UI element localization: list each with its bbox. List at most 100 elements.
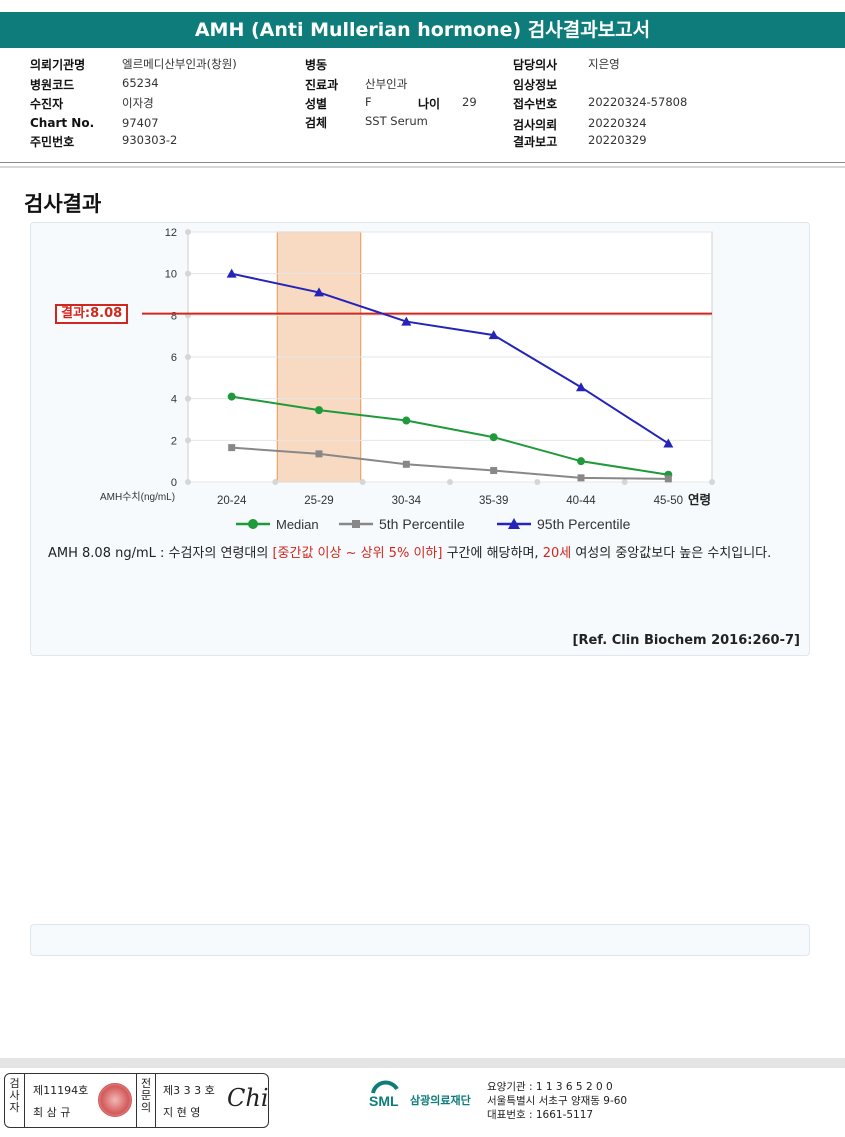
legend-marker bbox=[508, 518, 520, 529]
x-tick-dot bbox=[447, 479, 453, 485]
x-tick-dot bbox=[709, 479, 715, 485]
sex-label: 성별 bbox=[305, 97, 328, 111]
hospital-label: 의뢰기관명 bbox=[30, 58, 86, 72]
y-tick-dot bbox=[185, 479, 191, 485]
chart-no-value: 97407 bbox=[122, 116, 159, 130]
series-line bbox=[231, 446, 669, 480]
doctor-label: 담당의사 bbox=[513, 58, 558, 72]
data-point bbox=[490, 467, 498, 475]
x-tick-dot bbox=[621, 479, 628, 485]
data-point bbox=[402, 416, 411, 425]
data-point bbox=[576, 382, 586, 392]
y-tick-label: 2 bbox=[171, 435, 177, 447]
empty-panel bbox=[30, 924, 810, 956]
specimen-value: SST Serum bbox=[365, 114, 428, 128]
legend-label: Median bbox=[276, 517, 319, 532]
x-tick-label: 40-44 bbox=[566, 495, 596, 507]
org-address: 서울특별시 서초구 양재동 9-60 bbox=[487, 1095, 628, 1107]
examiner-license: 제11194호 bbox=[33, 1084, 89, 1097]
request-value: 20220324 bbox=[588, 116, 647, 130]
y-tick-label: 8 bbox=[171, 310, 177, 322]
sml-logo-icon: SML bbox=[369, 1080, 399, 1109]
report-date-value: 20220329 bbox=[588, 133, 647, 147]
signature: Chi bbox=[227, 1084, 269, 1112]
x-tick-dot bbox=[359, 479, 366, 485]
y-tick-label: 6 bbox=[171, 352, 177, 364]
dept-value: 산부인과 bbox=[365, 77, 408, 91]
data-point bbox=[489, 433, 498, 442]
official-seal-icon bbox=[98, 1083, 132, 1117]
legend-label: 95th Percentile bbox=[537, 516, 631, 532]
y-tick-label: 4 bbox=[171, 394, 177, 406]
y-tick-dot bbox=[185, 229, 191, 235]
data-point bbox=[315, 450, 323, 458]
series-line bbox=[231, 272, 669, 445]
report-title: AMH (Anti Mullerian hormone) 검사결과보고서 bbox=[0, 12, 845, 48]
y-tick-dot bbox=[185, 354, 191, 360]
y-axis-label: AMH수치(ng/mL) bbox=[100, 491, 175, 503]
data-point bbox=[402, 460, 410, 468]
signature-box: 검사자 제11194호 최 삼 규 전문의 제3 3 3 호 지 현 영 Chi bbox=[4, 1073, 269, 1128]
org-name: 삼광의료재단 bbox=[410, 1094, 471, 1107]
result-badge: 결과:8.08 bbox=[55, 304, 129, 324]
org-info: 요양기관 : 1 1 3 6 5 2 0 0 서울특별시 서초구 양재동 9-6… bbox=[487, 1080, 627, 1122]
divider bbox=[0, 166, 845, 168]
sex-value: F bbox=[365, 95, 372, 109]
y-tick-label: 10 bbox=[165, 269, 177, 281]
age-value: 29 bbox=[462, 95, 477, 109]
amh-chart: 0 2 4 6 8 10 12 20-24 25-29 30-34 35-39 40-44 45-50 A… bbox=[100, 227, 715, 532]
x-tick-label: 20-24 bbox=[217, 495, 247, 507]
age-label: 나이 bbox=[418, 97, 441, 111]
y-tick-dot bbox=[185, 395, 191, 402]
code-label: 병원코드 bbox=[30, 78, 75, 92]
x-axis-label: 연령 bbox=[688, 492, 711, 507]
data-point bbox=[227, 392, 236, 401]
legend-marker bbox=[352, 520, 360, 528]
data-point bbox=[663, 438, 674, 448]
comment-text: 구간에 해당하며, bbox=[442, 546, 543, 561]
specialist-name: 지 현 영 bbox=[163, 1106, 201, 1119]
data-point bbox=[577, 457, 585, 466]
idnum-value: 930303-2 bbox=[122, 133, 178, 147]
data-point bbox=[314, 287, 324, 297]
clinical-label: 임상정보 bbox=[513, 78, 558, 92]
x-tick-label: 35-39 bbox=[479, 495, 508, 507]
logo-text: SML bbox=[369, 1093, 399, 1109]
reference-citation: [Ref. Clin Biochem 2016:260-7] bbox=[572, 633, 800, 648]
comment-text: 여성의 중앙값보다 높은 수치입니다. bbox=[571, 546, 772, 561]
x-tick-label: 45-50 bbox=[654, 495, 683, 507]
result-comment: AMH 8.08 ng/mL : 수검자의 연령대의 [중간값 이상 ~ 상위 … bbox=[48, 543, 818, 564]
y-tick-label: 12 bbox=[165, 227, 177, 239]
legend-label: 5th Percentile bbox=[379, 516, 465, 532]
ward-label: 병동 bbox=[305, 58, 328, 72]
examiner-name: 최 삼 규 bbox=[33, 1106, 71, 1119]
x-tick-label: 25-29 bbox=[304, 495, 333, 507]
examiner-vertical-label: 검사자 bbox=[5, 1074, 25, 1127]
chart-no-label: Chart No. bbox=[30, 116, 95, 130]
section-title: 검사결과 bbox=[24, 192, 102, 216]
data-point bbox=[401, 316, 412, 326]
footer-band bbox=[0, 1058, 845, 1068]
org-phone: 대표번호 : 1661-5117 bbox=[487, 1109, 594, 1121]
data-point bbox=[226, 268, 237, 278]
report-date-label: 결과보고 bbox=[513, 135, 558, 149]
receipt-value: 20220324-57808 bbox=[588, 95, 688, 109]
y-tick-dot bbox=[185, 270, 191, 277]
data-point bbox=[315, 406, 323, 415]
comment-range: [중간값 이상 ~ 상위 5% 이하] bbox=[272, 546, 443, 561]
specialist-vertical-label: 전문의 bbox=[136, 1074, 156, 1127]
series-line bbox=[231, 395, 669, 476]
data-point bbox=[488, 330, 499, 340]
data-point bbox=[228, 444, 236, 452]
comment-age: 20세 bbox=[542, 546, 572, 561]
y-tick-label: 0 bbox=[171, 477, 177, 489]
org-code: 요양기관 : 1 1 3 6 5 2 0 0 bbox=[487, 1081, 613, 1093]
data-point bbox=[577, 474, 585, 482]
dept-label: 진료과 bbox=[305, 78, 339, 92]
x-tick-dot bbox=[534, 479, 541, 485]
data-point bbox=[664, 475, 672, 483]
patient-label: 수진자 bbox=[30, 97, 64, 111]
hospital-value: 엘르메디산부인과(창원) bbox=[122, 57, 237, 71]
y-tick-dot bbox=[185, 437, 191, 444]
code-value: 65234 bbox=[122, 76, 159, 90]
